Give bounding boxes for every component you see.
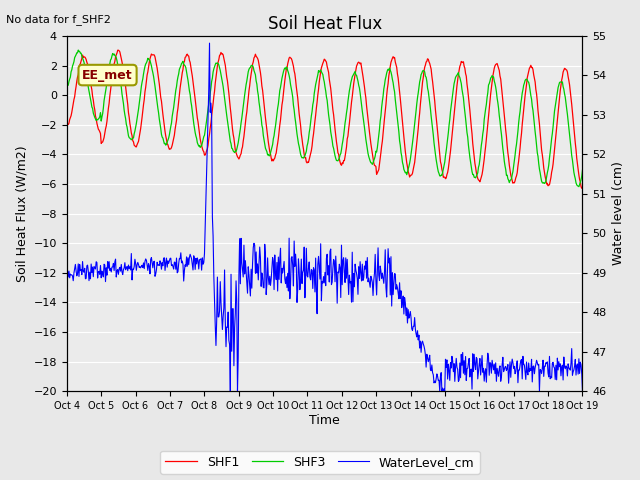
WaterLevel_cm: [125, 266, 133, 272]
Y-axis label: Soil Heat Flux (W/m2): Soil Heat Flux (W/m2): [15, 145, 28, 282]
Line: WaterLevel_cm: WaterLevel_cm: [67, 43, 582, 391]
SHF3: [72, 52, 80, 58]
WaterLevel_cm: [579, 388, 586, 394]
SHF3: [388, 72, 396, 78]
SHF1: [126, 120, 134, 126]
Line: SHF1: SHF1: [67, 50, 582, 188]
SHF1: [72, 84, 80, 89]
WaterLevel_cm: [227, 388, 234, 394]
WaterLevel_cm: [388, 270, 396, 276]
WaterLevel_cm: [178, 260, 186, 266]
SHF1: [205, 132, 213, 137]
SHF1: [403, 160, 411, 166]
SHF3: [205, 96, 213, 101]
SHF1: [578, 185, 586, 191]
SHF3: [74, 47, 82, 53]
Text: No data for f_SHF2: No data for f_SHF2: [6, 14, 111, 25]
WaterLevel_cm: [63, 270, 70, 276]
SHF3: [403, 172, 411, 178]
Title: Soil Heat Flux: Soil Heat Flux: [268, 15, 381, 33]
SHF3: [575, 184, 583, 190]
Y-axis label: Water level (cm): Water level (cm): [612, 162, 625, 265]
SHF3: [126, 135, 134, 141]
Legend: SHF1, SHF3, WaterLevel_cm: SHF1, SHF3, WaterLevel_cm: [161, 451, 479, 474]
SHF1: [115, 48, 122, 53]
X-axis label: Time: Time: [309, 414, 340, 427]
WaterLevel_cm: [72, 268, 80, 274]
WaterLevel_cm: [205, 40, 213, 46]
SHF1: [388, 57, 396, 63]
SHF3: [179, 60, 186, 66]
SHF1: [63, 122, 70, 128]
Text: EE_met: EE_met: [83, 69, 133, 82]
WaterLevel_cm: [404, 320, 412, 326]
SHF1: [579, 184, 586, 190]
SHF1: [179, 70, 186, 76]
SHF3: [579, 168, 586, 173]
Line: SHF3: SHF3: [67, 50, 582, 187]
WaterLevel_cm: [205, 86, 212, 92]
SHF3: [63, 87, 70, 93]
